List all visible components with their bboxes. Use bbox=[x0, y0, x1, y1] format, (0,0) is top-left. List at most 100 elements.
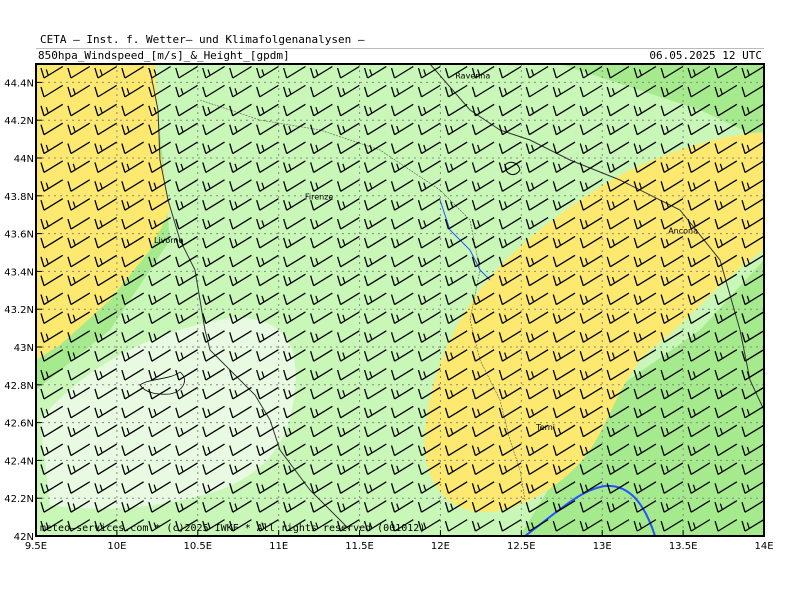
wind-barb bbox=[552, 141, 576, 155]
wind-barb bbox=[660, 179, 684, 192]
wind-barb bbox=[525, 443, 549, 457]
wind-barb bbox=[40, 235, 64, 249]
wind-barb bbox=[67, 349, 91, 362]
wind-barb bbox=[390, 235, 414, 249]
wind-barb bbox=[336, 141, 360, 155]
wind-barb bbox=[363, 349, 387, 362]
wind-barb bbox=[256, 65, 279, 79]
wind-barb bbox=[202, 481, 225, 494]
wind-barb bbox=[606, 84, 630, 98]
wind-barb bbox=[471, 198, 495, 211]
wind-barb bbox=[121, 330, 144, 343]
wind-barb bbox=[121, 84, 144, 98]
wind-barb bbox=[606, 216, 630, 230]
wind-barb bbox=[606, 122, 630, 136]
wind-barb bbox=[148, 160, 171, 173]
wind-barb bbox=[687, 141, 711, 155]
wind-barb bbox=[579, 311, 603, 324]
wind-barb bbox=[175, 122, 198, 136]
wind-barb bbox=[417, 273, 441, 287]
wind-barb bbox=[633, 500, 657, 513]
grid-lines bbox=[36, 64, 764, 536]
wind-barb bbox=[283, 330, 306, 343]
wind-barb bbox=[660, 462, 684, 476]
wind-barb bbox=[417, 519, 441, 532]
wind-barb bbox=[714, 330, 738, 343]
wind-barb bbox=[660, 160, 684, 173]
wind-barb bbox=[40, 141, 64, 155]
x-tick-label: 14E bbox=[754, 541, 773, 552]
wind-barb bbox=[552, 103, 576, 117]
wind-barb bbox=[525, 198, 549, 211]
wind-barb bbox=[67, 65, 91, 79]
wind-barb bbox=[256, 254, 279, 268]
high-wind-zone-east bbox=[424, 132, 764, 513]
wind-barb bbox=[336, 330, 360, 343]
wind-barb bbox=[741, 368, 764, 381]
wind-barb bbox=[660, 481, 684, 494]
wind-barb bbox=[363, 160, 387, 173]
wind-barb bbox=[94, 254, 118, 268]
wind-barb bbox=[714, 292, 738, 306]
wind-barb bbox=[336, 254, 360, 268]
x-tick-label: 10E bbox=[107, 541, 126, 552]
wind-barb bbox=[552, 160, 576, 173]
wind-barb bbox=[229, 500, 252, 513]
wind-barb bbox=[67, 368, 91, 381]
wind-barb bbox=[714, 443, 738, 457]
wind-barb bbox=[525, 122, 549, 136]
wind-barb bbox=[390, 198, 414, 211]
wind-barb bbox=[498, 235, 522, 249]
wind-barb bbox=[687, 216, 711, 230]
wind-barb bbox=[633, 84, 657, 98]
wind-barb bbox=[633, 254, 657, 268]
wind-barb bbox=[579, 443, 603, 457]
wind-barb bbox=[283, 386, 306, 400]
wind-barb bbox=[417, 179, 441, 192]
wind-barb bbox=[660, 84, 684, 98]
wind-barb bbox=[471, 443, 495, 457]
wind-barb bbox=[687, 235, 711, 249]
product-title: 850hpa_Windspeed_[m/s]_&_Height_[gpdm] bbox=[38, 49, 290, 62]
x-tick-label: 11E bbox=[269, 541, 288, 552]
wind-barb bbox=[67, 462, 91, 476]
wind-barb bbox=[660, 292, 684, 306]
wind-barb bbox=[606, 292, 630, 306]
wind-barb bbox=[175, 216, 198, 230]
wind-barb bbox=[336, 424, 360, 438]
wind-barb bbox=[256, 84, 279, 98]
wind-barb bbox=[660, 103, 684, 117]
wind-barb bbox=[256, 500, 279, 513]
wind-barb bbox=[687, 424, 711, 438]
wind-barb bbox=[633, 141, 657, 155]
wind-barb bbox=[94, 216, 118, 230]
wind-barb bbox=[121, 405, 144, 419]
wind-barb bbox=[498, 160, 522, 173]
wind-barb bbox=[471, 65, 495, 79]
wind-barb bbox=[390, 160, 414, 173]
y-tick-label: 44.2N bbox=[4, 116, 34, 127]
wind-barb bbox=[175, 386, 198, 400]
wind-barb bbox=[660, 141, 684, 155]
wind-barb bbox=[606, 462, 630, 476]
wind-barb bbox=[336, 216, 360, 230]
wind-barb bbox=[175, 368, 198, 381]
wind-barb bbox=[363, 386, 387, 400]
wind-barb bbox=[498, 103, 522, 117]
wind-barb bbox=[256, 122, 279, 136]
wind-barb bbox=[741, 311, 764, 324]
x-tick-label: 13.5E bbox=[669, 541, 698, 552]
wind-barb bbox=[714, 141, 738, 155]
wind-barb bbox=[310, 103, 333, 117]
wind-barb bbox=[94, 84, 118, 98]
wind-barb bbox=[121, 386, 144, 400]
wind-barb bbox=[633, 349, 657, 362]
wind-barb bbox=[633, 330, 657, 343]
wind-barb bbox=[498, 273, 522, 287]
wind-barb bbox=[390, 65, 414, 79]
wind-barb bbox=[390, 122, 414, 136]
wind-barb bbox=[687, 122, 711, 136]
wind-barb bbox=[417, 424, 441, 438]
wind-barb bbox=[714, 160, 738, 173]
wind-barb bbox=[525, 500, 549, 513]
